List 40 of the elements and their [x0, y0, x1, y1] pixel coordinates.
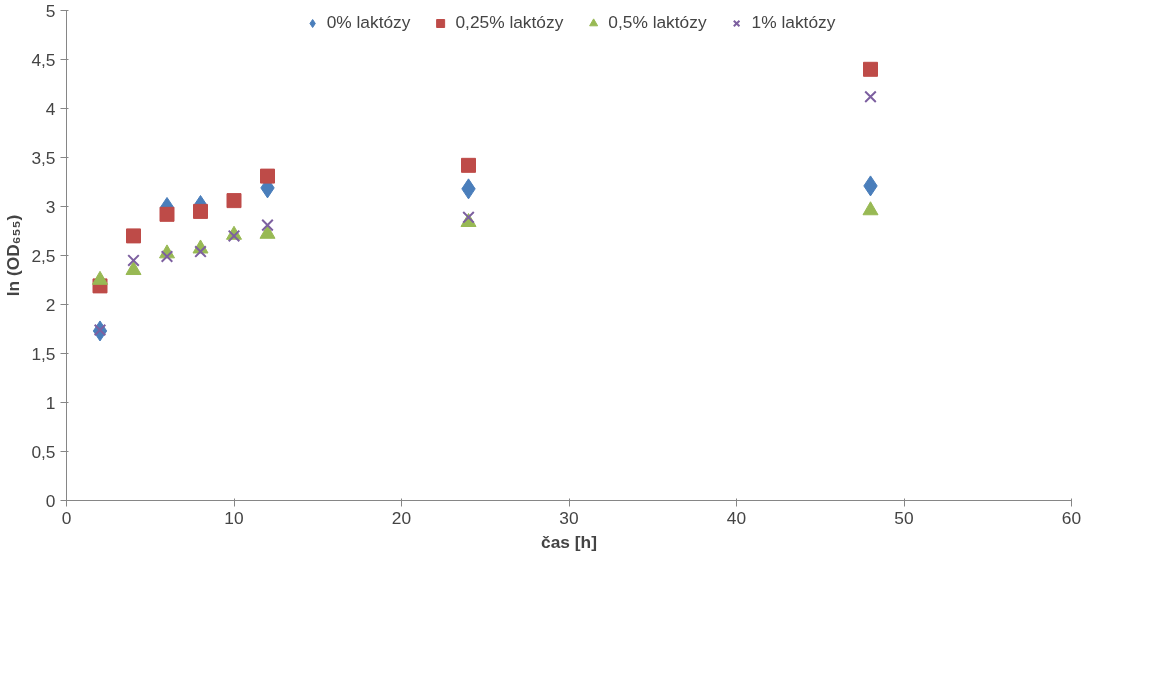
legend-label: 1% laktózy: [751, 12, 836, 33]
x-tick-label: 0: [61, 507, 72, 528]
point: [193, 203, 208, 219]
x-tick-label: 50: [894, 507, 914, 528]
legend-label: 0,25% laktózy: [455, 12, 564, 33]
point: [226, 193, 242, 209]
x-tick-label: 20: [391, 507, 412, 528]
point: [864, 90, 877, 104]
point: [127, 254, 140, 267]
point: [160, 250, 174, 263]
y-tick-label: 0: [45, 490, 56, 511]
point: [261, 218, 274, 232]
point: [159, 206, 175, 222]
y-axis-title: ln (OD₆₅₅): [3, 214, 24, 297]
y-tick-label: 3: [45, 196, 56, 217]
point: [125, 261, 142, 276]
point: [260, 168, 275, 184]
point: [862, 201, 879, 216]
y-tick-label: 1: [45, 392, 56, 413]
point: [461, 157, 476, 173]
legend-label: 0,5% laktózy: [608, 12, 707, 33]
y-tick-label: 4: [45, 98, 56, 119]
x-tick-label: 40: [726, 507, 747, 528]
point: [863, 61, 878, 77]
y-tick-label: 2: [45, 294, 56, 315]
point: [227, 229, 241, 243]
x-tick-label: 30: [559, 507, 579, 528]
x-tick-label: 10: [224, 507, 244, 528]
y-tick-label: 4,5: [31, 49, 56, 70]
x-axis-title: čas [h]: [541, 531, 597, 552]
legend-label: 0% laktózy: [326, 12, 411, 33]
point: [194, 245, 207, 258]
x-tick-label: 60: [1061, 507, 1082, 528]
y-tick-label: 0,5: [31, 441, 56, 462]
y-tick-label: 3,5: [31, 147, 56, 168]
y-tick-label: 5: [45, 0, 56, 21]
y-tick-label: 1,5: [31, 343, 56, 364]
point: [126, 228, 141, 244]
point: [93, 323, 107, 337]
y-tick-label: 2,5: [31, 245, 56, 266]
